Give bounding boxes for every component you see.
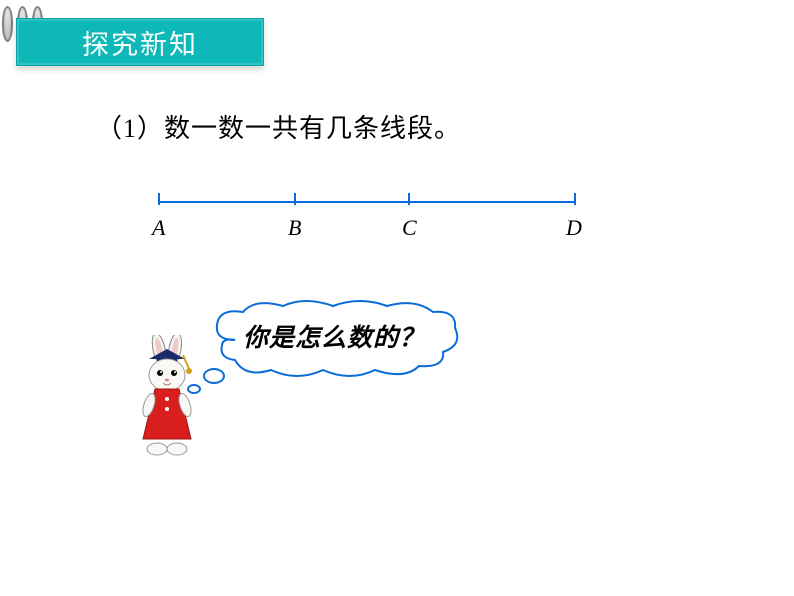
label-d: D <box>566 215 582 241</box>
thought-cloud: 你是怎么数的？ <box>205 300 465 375</box>
section-header: 探究新知 <box>16 18 264 66</box>
question-text: （1）数一数一共有几条线段。 <box>96 108 461 145</box>
label-c: C <box>402 215 417 241</box>
tick-c <box>408 193 410 205</box>
segment-line <box>158 201 576 203</box>
tick-a <box>158 193 160 205</box>
section-header-text: 探究新知 <box>82 23 198 62</box>
rabbit-mascot <box>135 335 213 463</box>
cloud-text: 你是怎么数的？ <box>243 318 425 354</box>
tick-d <box>574 193 576 205</box>
label-b: B <box>288 215 301 241</box>
line-segment-figure: A B C D <box>158 185 576 253</box>
tick-b <box>294 193 296 205</box>
label-a: A <box>152 215 165 241</box>
